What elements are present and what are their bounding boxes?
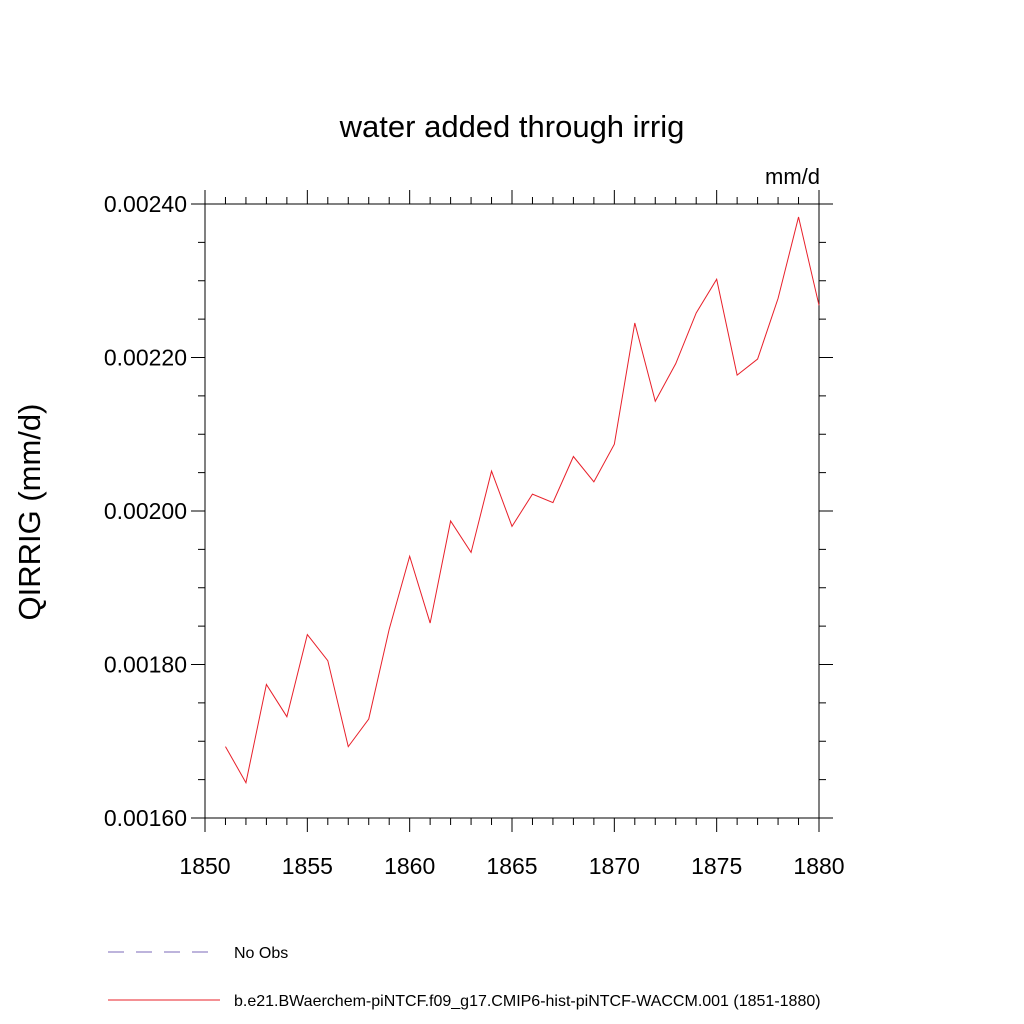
x-tick-label: 1855 — [282, 853, 333, 879]
x-tick-label: 1865 — [486, 853, 537, 879]
plot-frame — [204, 203, 820, 819]
y-tick-label: 0.00180 — [104, 652, 187, 678]
x-tick-label: 1875 — [691, 853, 742, 879]
x-tick-label: 1860 — [384, 853, 435, 879]
x-tick-label: 1850 — [179, 853, 230, 879]
y-tick-label: 0.00220 — [104, 345, 187, 371]
y-tick-label: 0.00160 — [104, 805, 187, 831]
y-tick-label: 0.00200 — [104, 498, 187, 524]
series-line — [225, 216, 820, 785]
x-tick-label: 1880 — [793, 853, 844, 879]
legend-label: No Obs — [234, 945, 288, 962]
legend-label: b.e21.BWaerchem-piNTCF.f09_g17.CMIP6-his… — [234, 993, 821, 1010]
legend: No Obs b.e21.BWaerchem-piNTCF.f09_g17.CMI… — [108, 945, 821, 1010]
x-tick-label: 1870 — [589, 853, 640, 879]
y-axis-label: QIRRIG (mm/d) — [12, 404, 47, 621]
chart-title: water added through irrig — [339, 109, 685, 144]
series-lines — [225, 216, 820, 785]
units-label: mm/d — [765, 164, 820, 189]
y-tick-labels: 0.00160 0.00180 0.00200 0.00220 0.00240 — [104, 191, 187, 831]
x-tick-labels: 1850 1855 1860 1865 1870 1875 1880 — [179, 853, 844, 879]
plot-area: 1850 1855 1860 1865 1870 1875 1880 0.001600.00… — [104, 190, 845, 879]
y-tick-label: 0.00240 — [104, 191, 187, 217]
axis-ticks — [191, 190, 833, 832]
